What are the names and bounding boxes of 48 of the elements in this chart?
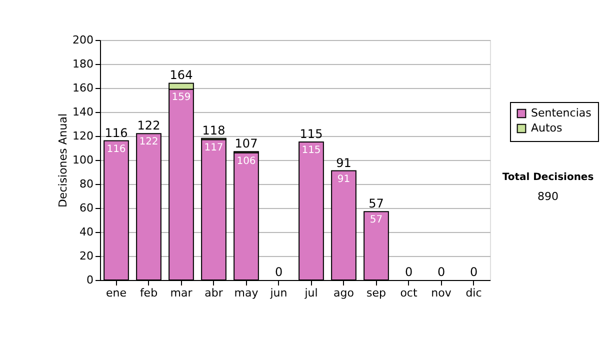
total-label: 0 [404, 265, 413, 279]
y-tick-label: 60 [80, 202, 94, 214]
x-tick-label: mar [170, 286, 193, 300]
text: 890 [538, 190, 558, 203]
total-label: 115 [300, 127, 323, 141]
data-label: 57 [370, 214, 383, 226]
total-label: 118 [202, 123, 226, 138]
data-label: 106 [236, 156, 256, 167]
total-label: 0 [274, 265, 283, 279]
x-tick-label: sep [366, 286, 386, 300]
y-tick-label: 100 [72, 154, 94, 166]
y-tick-label: 0 [86, 274, 94, 286]
data-label: 122 [139, 136, 158, 148]
y-axis-title: Decisiones Anual [56, 113, 70, 208]
y-tick-label: 140 [72, 106, 94, 118]
y-tick-label: 200 [72, 34, 94, 46]
x-tick-label: feb [140, 286, 158, 300]
data-label: 117 [204, 142, 224, 154]
legend-label: Autos [531, 122, 563, 134]
data-label: 91 [337, 174, 350, 185]
total-label: 122 [137, 118, 160, 133]
x-tick-label: jun [269, 286, 288, 300]
x-tick-label: nov [431, 286, 452, 300]
y-tick-label: 120 [72, 130, 94, 142]
total-label: 116 [104, 126, 128, 140]
x-tick-label: abr [204, 286, 224, 300]
y-tick-label: 160 [72, 82, 94, 94]
legend-label: Sentencias [531, 106, 592, 120]
y-tick-label: 20 [80, 250, 94, 262]
total-label: 0 [437, 265, 446, 279]
y-tick-label: 80 [80, 178, 94, 190]
x-tick-label: ene [106, 286, 127, 300]
y-tick-label: 40 [80, 226, 94, 238]
x-tick-label: ago [334, 286, 354, 300]
total-label: 57 [368, 196, 384, 211]
x-tick-label: oct [400, 286, 418, 300]
total-label: 107 [234, 136, 258, 151]
x-tick-label: dic [466, 286, 482, 300]
data-label: 115 [302, 145, 321, 156]
x-tick-label: jul [304, 286, 318, 300]
data-label: 116 [106, 144, 126, 155]
x-tick-label: may [234, 286, 259, 300]
data-label: 159 [172, 92, 191, 104]
text: Total Decisiones [502, 172, 594, 183]
total-label: 91 [336, 156, 352, 170]
y-tick-label: 180 [72, 58, 94, 70]
total-label: 164 [170, 68, 193, 82]
total-label: 0 [470, 265, 478, 279]
